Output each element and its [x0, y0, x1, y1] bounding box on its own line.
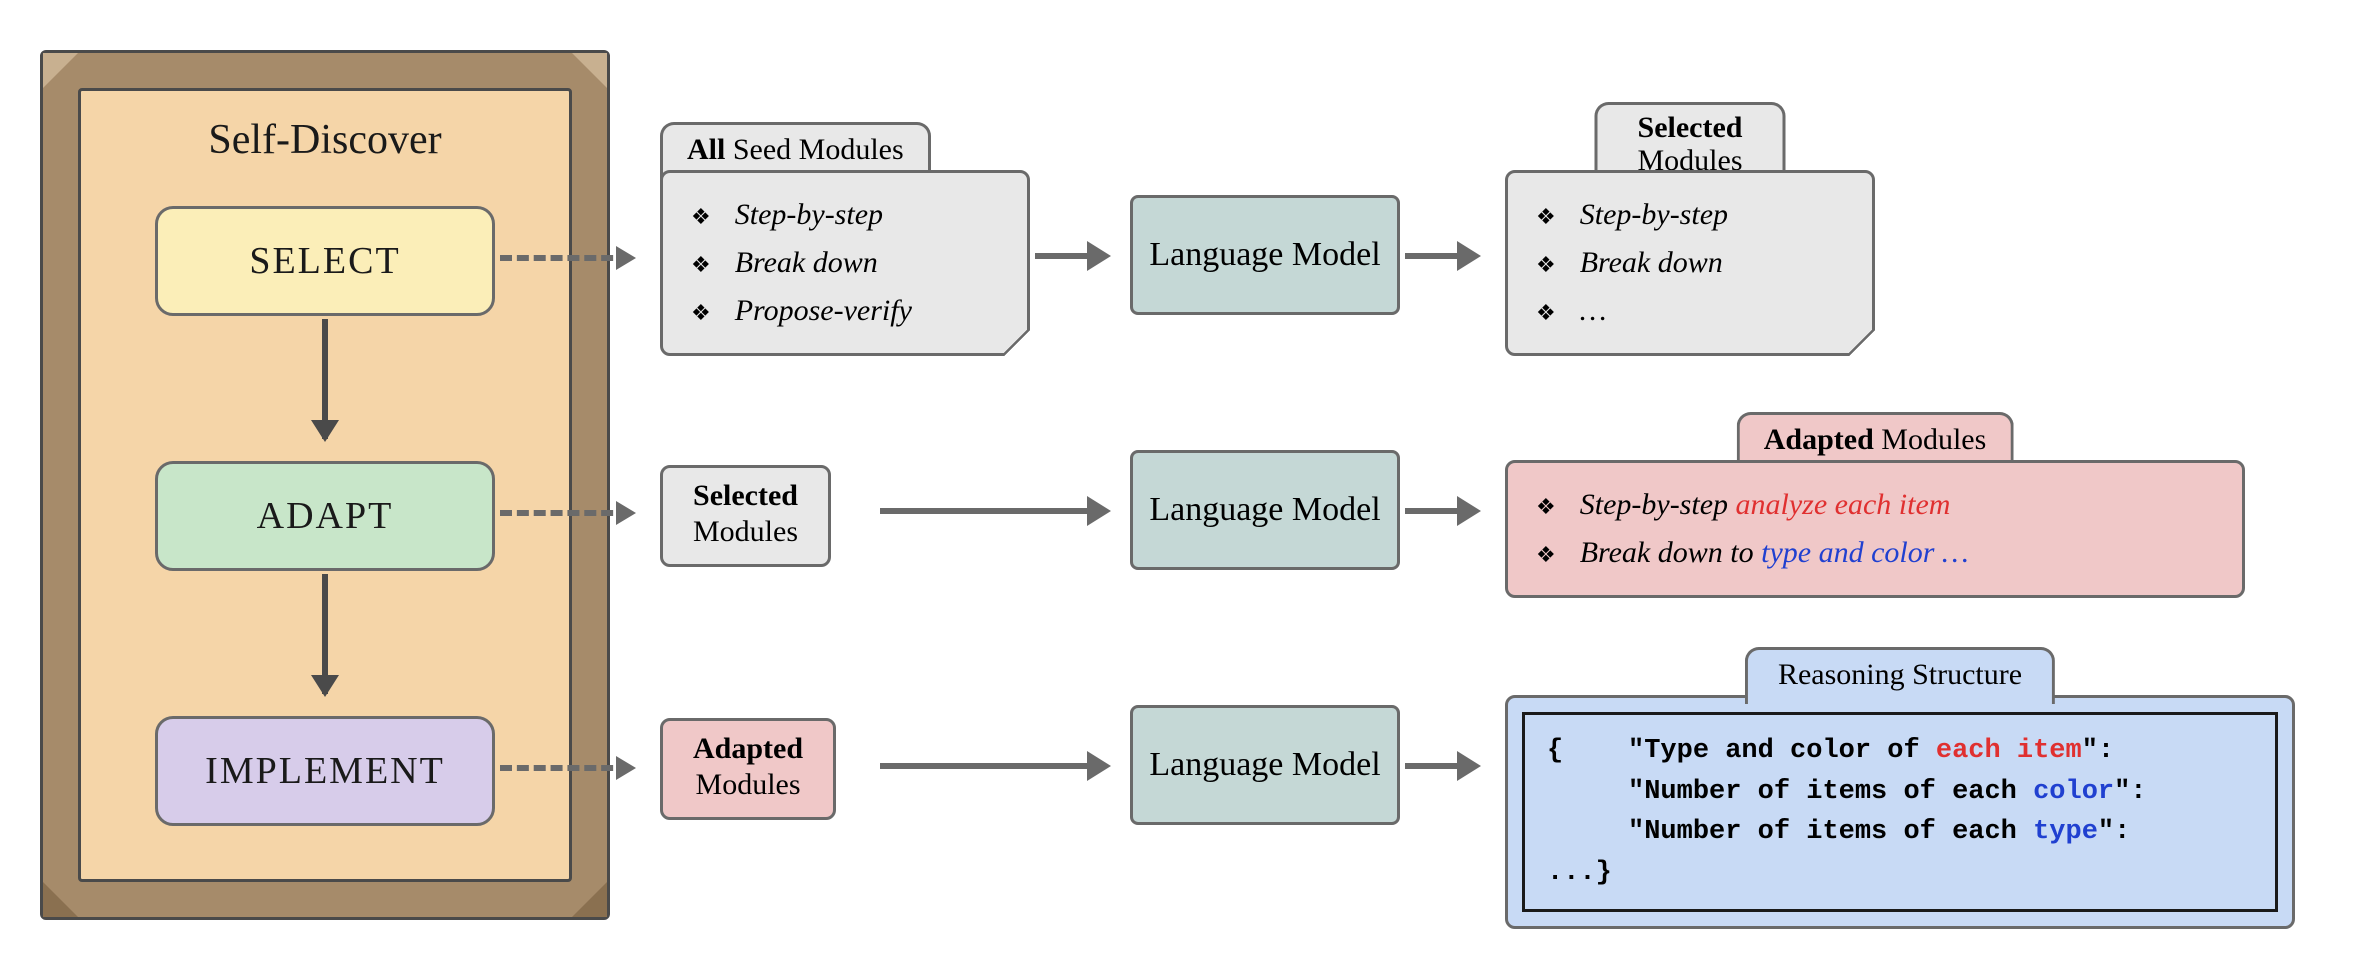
- dash-adapt: [500, 510, 630, 516]
- selected-input-card: SelectedModules: [660, 465, 831, 567]
- selected-item: Break down: [1536, 239, 1844, 287]
- selected-item: Step-by-step: [1536, 191, 1844, 239]
- seed-tab-rest: Seed Modules: [725, 133, 903, 166]
- stage-implement: IMPLEMENT: [155, 716, 495, 826]
- reasoning-tab: Reasoning Structure: [1745, 647, 2055, 704]
- adapted-list: Step-by-step analyze each item Break dow…: [1536, 481, 2214, 577]
- selected-input-bold: Selected: [693, 479, 798, 512]
- selected-item: …: [1536, 287, 1844, 335]
- selected-tab-bold: Selected: [1638, 111, 1743, 144]
- adapted-input-bold: Adapted: [693, 732, 803, 765]
- adapted-item: Step-by-step analyze each item: [1536, 481, 2214, 529]
- stage-adapt: ADAPT: [155, 461, 495, 571]
- arrow-seed-to-lm: [1035, 253, 1105, 259]
- adapted-modules-card: Adapted Modules Step-by-step analyze eac…: [1505, 460, 2245, 598]
- seed-tab-bold: All: [687, 133, 725, 166]
- adapted-item: Break down to type and color …: [1536, 529, 2214, 577]
- dash-select: [500, 255, 630, 261]
- dash-implement: [500, 765, 630, 771]
- stage-select: SELECT: [155, 206, 495, 316]
- lm-box-row3: Language Model: [1130, 705, 1400, 825]
- selected-body: Step-by-step Break down …: [1505, 170, 1875, 356]
- seed-modules-card: All Seed Modules Step-by-step Break down…: [660, 170, 1030, 356]
- lm-box-row1: Language Model: [1130, 195, 1400, 315]
- panel-inner: Self-Discover SELECT ADAPT IMPLEMENT: [78, 88, 572, 882]
- seed-item: Propose-verify: [691, 287, 999, 335]
- reasoning-structure-card: Reasoning Structure { "Type and color of…: [1505, 695, 2295, 929]
- adapted-body: Step-by-step analyze each item Break dow…: [1505, 460, 2245, 598]
- seed-item: Step-by-step: [691, 191, 999, 239]
- panel-title: Self-Discover: [81, 116, 569, 164]
- arrow-lm2-to-adapted: [1405, 508, 1475, 514]
- arrow-select-to-adapt: [322, 319, 328, 439]
- arrow-adapted-to-lm3: [880, 763, 1105, 769]
- selected-input-rest: Modules: [693, 515, 798, 548]
- arrow-lm-to-selected: [1405, 253, 1475, 259]
- reasoning-outer: { "Type and color of each item": "Number…: [1505, 695, 2295, 929]
- adapted-input-rest: Modules: [696, 768, 801, 801]
- adapted-tab-rest: Modules: [1874, 423, 1987, 456]
- arrow-adapt-to-implement: [322, 574, 328, 694]
- arrow-selected-to-lm2: [880, 508, 1105, 514]
- seed-list: Step-by-step Break down Propose-verify: [691, 191, 999, 335]
- selected-modules-card: SelectedModules Step-by-step Break down …: [1505, 170, 1875, 356]
- seed-body: Step-by-step Break down Propose-verify: [660, 170, 1030, 356]
- diagram-root: Self-Discover SELECT ADAPT IMPLEMENT All…: [0, 0, 2376, 960]
- reasoning-code: { "Type and color of each item": "Number…: [1522, 712, 2278, 912]
- seed-item: Break down: [691, 239, 999, 287]
- adapted-input-card: AdaptedModules: [660, 718, 836, 820]
- lm-box-row2: Language Model: [1130, 450, 1400, 570]
- selected-list: Step-by-step Break down …: [1536, 191, 1844, 335]
- self-discover-panel: Self-Discover SELECT ADAPT IMPLEMENT: [40, 50, 610, 920]
- arrow-lm3-to-reasoning: [1405, 763, 1475, 769]
- adapted-tab-bold: Adapted: [1764, 423, 1874, 456]
